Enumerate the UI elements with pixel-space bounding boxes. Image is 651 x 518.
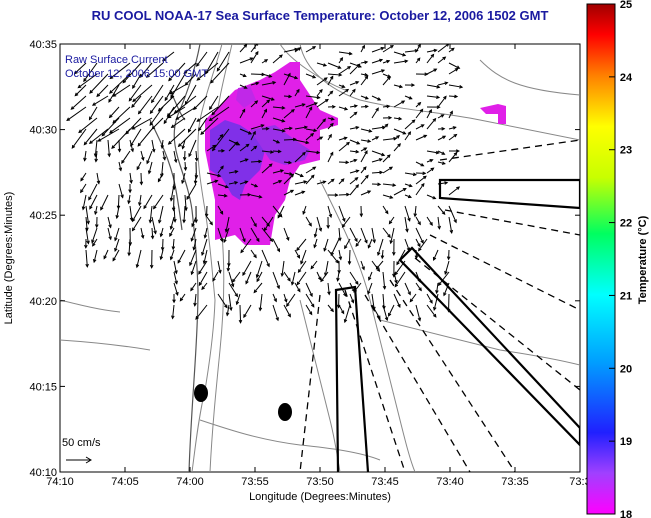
colorbar bbox=[586, 3, 616, 515]
transect-boxes bbox=[334, 178, 580, 472]
station-markers bbox=[194, 384, 292, 421]
colorbar-tick-label: 23 bbox=[620, 145, 632, 157]
y-tick-label: 40:15 bbox=[29, 381, 57, 393]
x-tick-label: 73:35 bbox=[501, 476, 529, 488]
current-vectors bbox=[66, 44, 464, 324]
y-axis: 40:35 40:30 40:25 40:20 40:15 40:10 bbox=[29, 39, 580, 479]
x-tick-label: 73:45 bbox=[371, 476, 399, 488]
colorbar-tick-label: 20 bbox=[620, 363, 632, 375]
scale-label: 50 cm/s bbox=[62, 437, 101, 449]
x-tick-label: 74:00 bbox=[176, 476, 204, 488]
colorbar-ticks: 25 24 23 22 21 20 19 18 bbox=[609, 0, 633, 518]
x-tick-label: 73:40 bbox=[436, 476, 464, 488]
x-axis-label: Longitude (Degrees:Minutes) bbox=[249, 491, 391, 503]
overlay-line-2: October 12, 2006 15:00 GMT bbox=[65, 68, 208, 80]
x-tick-label: 73:50 bbox=[306, 476, 334, 488]
colorbar-tick-label: 19 bbox=[620, 436, 632, 448]
y-tick-label: 40:30 bbox=[29, 125, 57, 137]
overlay-line-1: Raw Surface Current bbox=[65, 54, 168, 66]
sst-pixels bbox=[205, 62, 506, 245]
x-tick-label: 73:3 bbox=[569, 476, 590, 488]
y-tick-label: 40:10 bbox=[29, 467, 57, 479]
colorbar-tick-label: 22 bbox=[620, 218, 632, 230]
colorbar-label: Temperature (°C) bbox=[637, 215, 649, 304]
y-tick-label: 40:20 bbox=[29, 296, 57, 308]
map-frame bbox=[59, 43, 581, 473]
y-tick-label: 40:25 bbox=[29, 210, 57, 222]
x-tick-label: 74:10 bbox=[46, 476, 74, 488]
x-axis: 74:10 74:05 74:00 73:55 73:50 73:45 73:40 73:35… bbox=[46, 44, 591, 488]
y-tick-label: 40:35 bbox=[29, 39, 57, 51]
y-axis-label: Latitude (Degrees:Minutes) bbox=[3, 192, 15, 325]
colorbar-tick-label: 18 bbox=[620, 509, 632, 518]
map-title: RU COOL NOAA-17 Sea Surface Temperature:… bbox=[91, 8, 549, 23]
colorbar-tick-label: 21 bbox=[620, 290, 632, 302]
x-tick-label: 74:05 bbox=[111, 476, 139, 488]
scale-arrow bbox=[66, 456, 92, 464]
radial-lines bbox=[299, 139, 580, 472]
colorbar-tick-label: 25 bbox=[620, 0, 632, 11]
x-tick-label: 73:55 bbox=[241, 476, 269, 488]
colorbar-tick-label: 24 bbox=[620, 72, 633, 84]
